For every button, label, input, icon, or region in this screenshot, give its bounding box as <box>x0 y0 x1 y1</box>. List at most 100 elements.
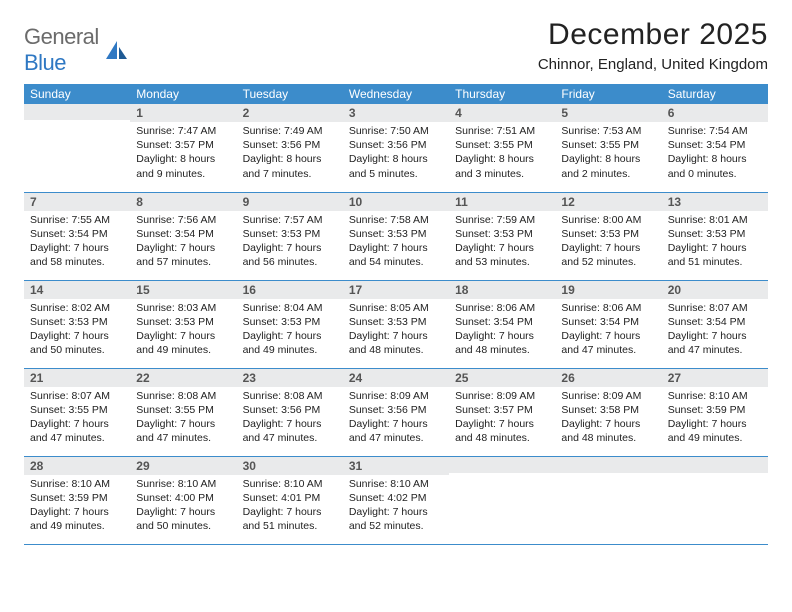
calendar-cell: 27Sunrise: 8:10 AMSunset: 3:59 PMDayligh… <box>662 368 768 456</box>
sunset-line: Sunset: 3:53 PM <box>561 227 655 241</box>
sunset-line: Sunset: 3:54 PM <box>668 138 762 152</box>
day-body: Sunrise: 7:54 AMSunset: 3:54 PMDaylight:… <box>662 122 768 185</box>
title-block: December 2025 Chinnor, England, United K… <box>538 18 768 73</box>
day-number: 21 <box>24 369 130 387</box>
calendar-cell: 6Sunrise: 7:54 AMSunset: 3:54 PMDaylight… <box>662 104 768 192</box>
daylight-line: Daylight: 7 hours and 50 minutes. <box>136 505 230 533</box>
calendar-cell <box>449 456 555 544</box>
sunrise-line: Sunrise: 8:03 AM <box>136 301 230 315</box>
sunset-line: Sunset: 3:53 PM <box>668 227 762 241</box>
brand-sail-icon <box>103 37 129 63</box>
calendar-week: 7Sunrise: 7:55 AMSunset: 3:54 PMDaylight… <box>24 192 768 280</box>
daylight-line: Daylight: 7 hours and 48 minutes. <box>455 329 549 357</box>
page-title: December 2025 <box>538 18 768 52</box>
day-number: 29 <box>130 457 236 475</box>
sunset-line: Sunset: 3:56 PM <box>349 403 443 417</box>
day-number: 10 <box>343 193 449 211</box>
day-body: Sunrise: 8:04 AMSunset: 3:53 PMDaylight:… <box>237 299 343 362</box>
calendar-cell: 5Sunrise: 7:53 AMSunset: 3:55 PMDaylight… <box>555 104 661 192</box>
day-number: 28 <box>24 457 130 475</box>
sunset-line: Sunset: 3:53 PM <box>30 315 124 329</box>
sunrise-line: Sunrise: 8:08 AM <box>136 389 230 403</box>
sunrise-line: Sunrise: 8:10 AM <box>243 477 337 491</box>
calendar-cell <box>24 104 130 192</box>
day-header: Monday <box>130 84 236 104</box>
day-body: Sunrise: 8:05 AMSunset: 3:53 PMDaylight:… <box>343 299 449 362</box>
day-body: Sunrise: 7:58 AMSunset: 3:53 PMDaylight:… <box>343 211 449 274</box>
calendar-cell: 12Sunrise: 8:00 AMSunset: 3:53 PMDayligh… <box>555 192 661 280</box>
calendar-week: 28Sunrise: 8:10 AMSunset: 3:59 PMDayligh… <box>24 456 768 544</box>
day-number: 23 <box>237 369 343 387</box>
calendar-cell: 9Sunrise: 7:57 AMSunset: 3:53 PMDaylight… <box>237 192 343 280</box>
day-number: 26 <box>555 369 661 387</box>
sunset-line: Sunset: 3:53 PM <box>243 315 337 329</box>
day-body: Sunrise: 8:00 AMSunset: 3:53 PMDaylight:… <box>555 211 661 274</box>
daylight-line: Daylight: 8 hours and 9 minutes. <box>136 152 230 180</box>
sunrise-line: Sunrise: 8:07 AM <box>668 301 762 315</box>
daylight-line: Daylight: 7 hours and 47 minutes. <box>30 417 124 445</box>
day-number: 15 <box>130 281 236 299</box>
calendar-cell: 29Sunrise: 8:10 AMSunset: 4:00 PMDayligh… <box>130 456 236 544</box>
calendar-cell: 26Sunrise: 8:09 AMSunset: 3:58 PMDayligh… <box>555 368 661 456</box>
brand-text: General Blue <box>24 24 99 76</box>
sunrise-line: Sunrise: 7:59 AM <box>455 213 549 227</box>
calendar-head: SundayMondayTuesdayWednesdayThursdayFrid… <box>24 84 768 104</box>
day-body: Sunrise: 8:10 AMSunset: 4:00 PMDaylight:… <box>130 475 236 538</box>
calendar-cell: 20Sunrise: 8:07 AMSunset: 3:54 PMDayligh… <box>662 280 768 368</box>
day-body: Sunrise: 7:51 AMSunset: 3:55 PMDaylight:… <box>449 122 555 185</box>
day-header: Thursday <box>449 84 555 104</box>
calendar-week: 1Sunrise: 7:47 AMSunset: 3:57 PMDaylight… <box>24 104 768 192</box>
daylight-line: Daylight: 7 hours and 49 minutes. <box>30 505 124 533</box>
day-header-row: SundayMondayTuesdayWednesdayThursdayFrid… <box>24 84 768 104</box>
daylight-line: Daylight: 8 hours and 3 minutes. <box>455 152 549 180</box>
day-body: Sunrise: 7:50 AMSunset: 3:56 PMDaylight:… <box>343 122 449 185</box>
calendar-cell: 19Sunrise: 8:06 AMSunset: 3:54 PMDayligh… <box>555 280 661 368</box>
sunrise-line: Sunrise: 8:01 AM <box>668 213 762 227</box>
day-number: 2 <box>237 104 343 122</box>
calendar-cell: 1Sunrise: 7:47 AMSunset: 3:57 PMDaylight… <box>130 104 236 192</box>
sunrise-line: Sunrise: 7:51 AM <box>455 124 549 138</box>
location-text: Chinnor, England, United Kingdom <box>538 56 768 73</box>
day-number: 5 <box>555 104 661 122</box>
day-body: Sunrise: 8:08 AMSunset: 3:56 PMDaylight:… <box>237 387 343 450</box>
calendar-cell: 28Sunrise: 8:10 AMSunset: 3:59 PMDayligh… <box>24 456 130 544</box>
daylight-line: Daylight: 7 hours and 52 minutes. <box>349 505 443 533</box>
day-number: 27 <box>662 369 768 387</box>
day-body: Sunrise: 8:03 AMSunset: 3:53 PMDaylight:… <box>130 299 236 362</box>
calendar-cell: 21Sunrise: 8:07 AMSunset: 3:55 PMDayligh… <box>24 368 130 456</box>
sunset-line: Sunset: 3:55 PM <box>455 138 549 152</box>
day-number: 8 <box>130 193 236 211</box>
calendar-week: 14Sunrise: 8:02 AMSunset: 3:53 PMDayligh… <box>24 280 768 368</box>
sunset-line: Sunset: 3:53 PM <box>136 315 230 329</box>
day-body: Sunrise: 7:57 AMSunset: 3:53 PMDaylight:… <box>237 211 343 274</box>
sunset-line: Sunset: 4:00 PM <box>136 491 230 505</box>
brand-logo: General Blue <box>24 24 129 76</box>
sunrise-line: Sunrise: 8:06 AM <box>455 301 549 315</box>
day-body: Sunrise: 8:09 AMSunset: 3:58 PMDaylight:… <box>555 387 661 450</box>
sunset-line: Sunset: 3:56 PM <box>243 138 337 152</box>
calendar-cell: 2Sunrise: 7:49 AMSunset: 3:56 PMDaylight… <box>237 104 343 192</box>
day-number: 22 <box>130 369 236 387</box>
sunset-line: Sunset: 3:57 PM <box>136 138 230 152</box>
day-number: 19 <box>555 281 661 299</box>
daylight-line: Daylight: 7 hours and 47 minutes. <box>349 417 443 445</box>
daylight-line: Daylight: 7 hours and 47 minutes. <box>243 417 337 445</box>
daylight-line: Daylight: 7 hours and 58 minutes. <box>30 241 124 269</box>
day-number <box>662 457 768 473</box>
sunrise-line: Sunrise: 8:04 AM <box>243 301 337 315</box>
day-body: Sunrise: 8:08 AMSunset: 3:55 PMDaylight:… <box>130 387 236 450</box>
day-body: Sunrise: 8:06 AMSunset: 3:54 PMDaylight:… <box>555 299 661 362</box>
day-number: 7 <box>24 193 130 211</box>
sunrise-line: Sunrise: 8:07 AM <box>30 389 124 403</box>
calendar-cell: 16Sunrise: 8:04 AMSunset: 3:53 PMDayligh… <box>237 280 343 368</box>
sunrise-line: Sunrise: 8:05 AM <box>349 301 443 315</box>
calendar-table: SundayMondayTuesdayWednesdayThursdayFrid… <box>24 84 768 545</box>
sunrise-line: Sunrise: 7:55 AM <box>30 213 124 227</box>
sunrise-line: Sunrise: 8:09 AM <box>455 389 549 403</box>
calendar-week: 21Sunrise: 8:07 AMSunset: 3:55 PMDayligh… <box>24 368 768 456</box>
day-number: 30 <box>237 457 343 475</box>
sunset-line: Sunset: 3:56 PM <box>349 138 443 152</box>
daylight-line: Daylight: 7 hours and 51 minutes. <box>243 505 337 533</box>
day-header: Sunday <box>24 84 130 104</box>
daylight-line: Daylight: 8 hours and 7 minutes. <box>243 152 337 180</box>
